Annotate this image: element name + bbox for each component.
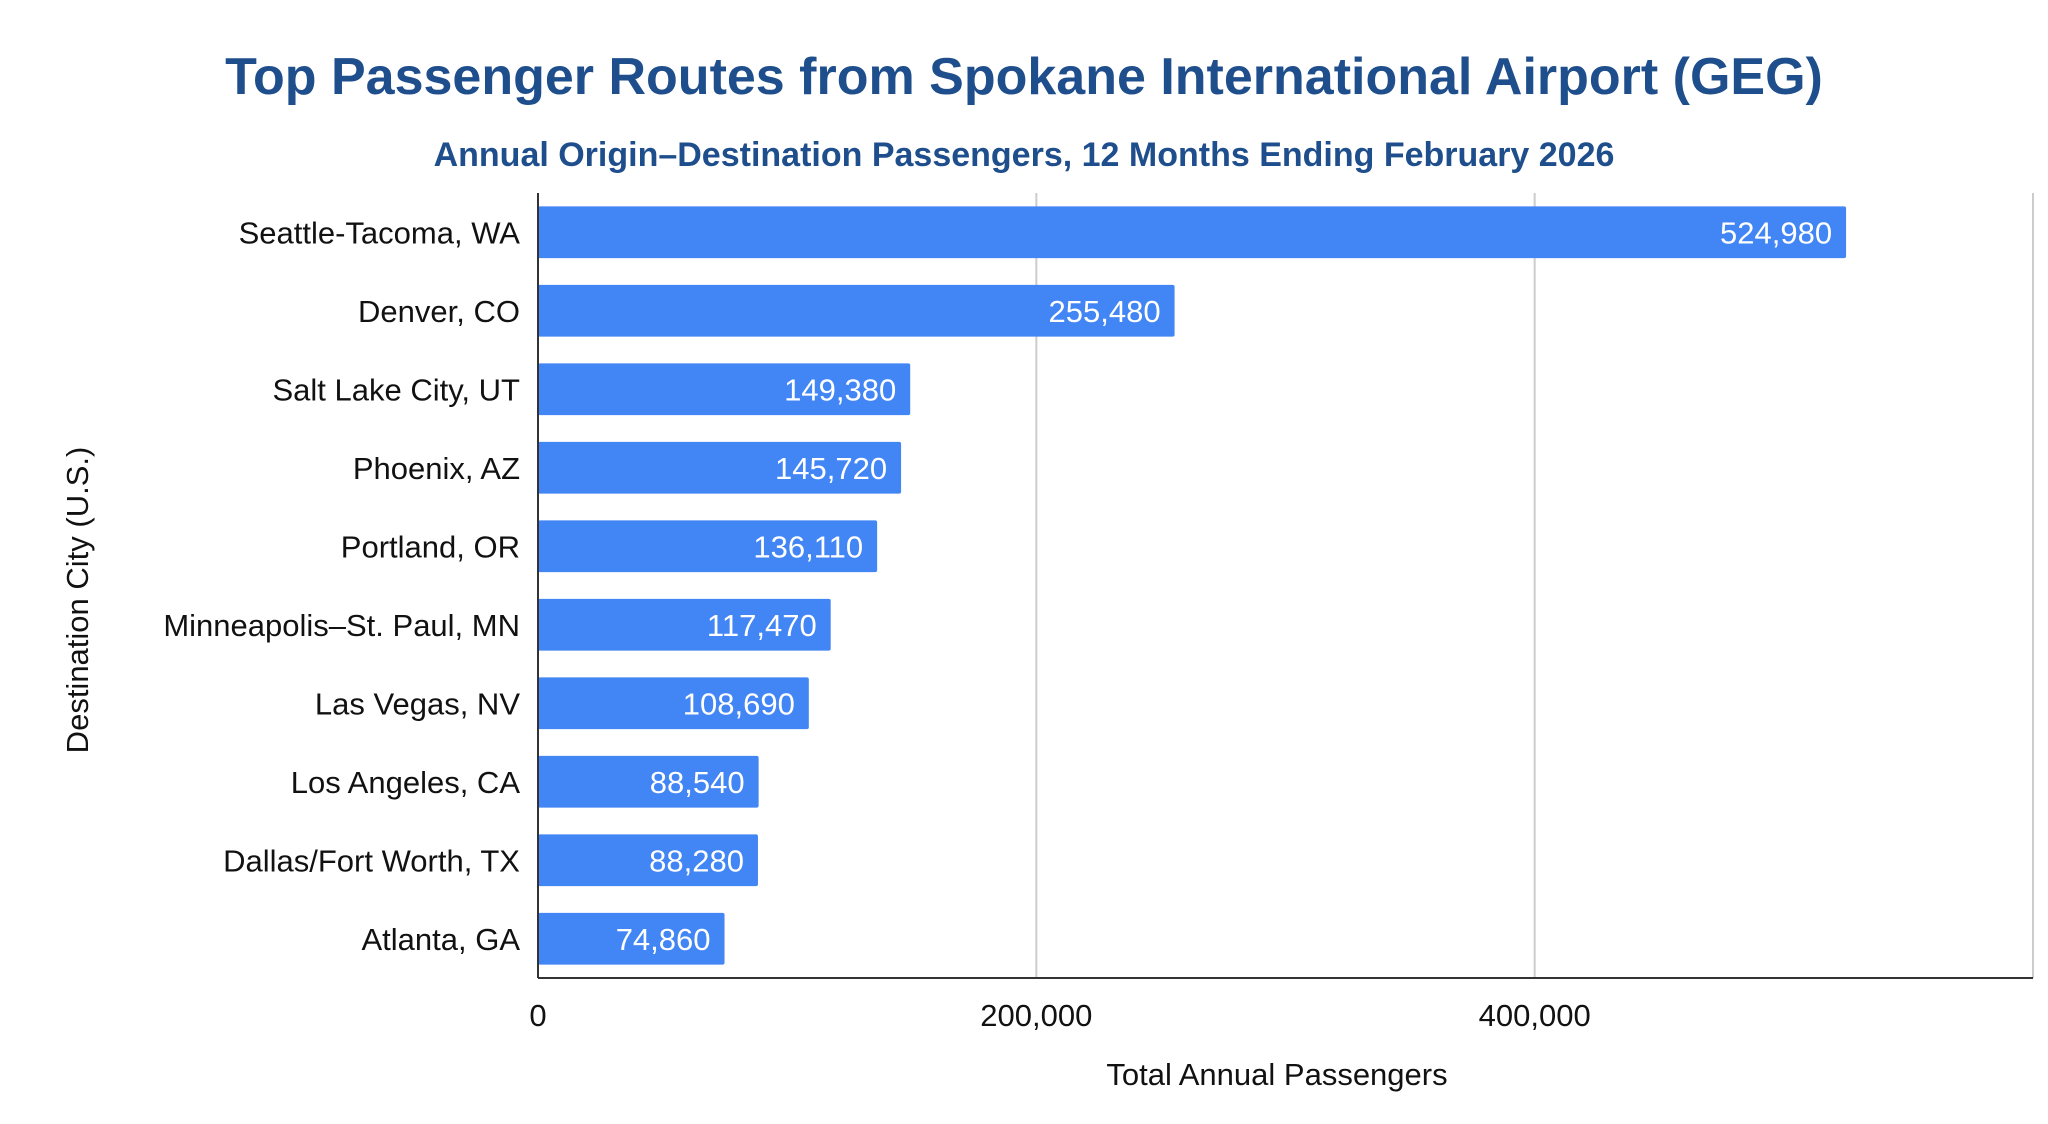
bar: [538, 834, 758, 887]
data-label: 117,470: [707, 608, 817, 643]
data-label: 255,480: [1049, 294, 1161, 329]
data-label: 524,980: [1720, 215, 1832, 250]
category-label: Phoenix, AZ: [353, 451, 520, 486]
category-label: Portland, OR: [341, 529, 520, 564]
bars: [538, 206, 1847, 965]
data-label: 145,720: [775, 451, 887, 486]
data-label: 136,110: [753, 529, 863, 564]
data-label: 149,380: [784, 372, 896, 407]
labels: 524,980 Seattle-Tacoma, WA 255,480 Denver, …: [163, 215, 1832, 1033]
category-label: Dallas/Fort Worth, TX: [223, 843, 520, 878]
x-tick-label: 200,000: [980, 998, 1092, 1033]
bar: [538, 284, 1175, 337]
x-tick-label: 400,000: [1479, 998, 1591, 1033]
bar: [538, 755, 759, 808]
bar: [538, 206, 1847, 259]
x-axis-title: Total Annual Passengers: [1106, 1057, 1447, 1092]
bar: [538, 520, 878, 573]
chart-subtitle: Annual Origin–Destination Passengers, 12…: [434, 136, 1615, 174]
category-label: Los Angeles, CA: [291, 765, 521, 800]
category-label: Denver, CO: [358, 294, 520, 329]
bar: [538, 598, 831, 651]
bar: [538, 912, 725, 965]
category-label: Las Vegas, NV: [315, 686, 520, 721]
y-axis-title: Destination City (U.S.): [60, 447, 95, 754]
bar: [538, 677, 809, 730]
data-label: 108,690: [683, 686, 795, 721]
category-label: Seattle-Tacoma, WA: [239, 215, 521, 250]
bar: [538, 441, 902, 494]
category-label: Atlanta, GA: [361, 922, 520, 957]
gridlines: [1035, 193, 2034, 978]
data-label: 74,860: [616, 922, 711, 957]
category-label: Salt Lake City, UT: [272, 372, 520, 407]
data-label: 88,540: [650, 765, 745, 800]
x-tick-label: 0: [529, 998, 546, 1033]
axes: [537, 193, 2033, 979]
chart-title: Top Passenger Routes from Spokane Intern…: [225, 48, 1823, 106]
bar: [538, 363, 911, 416]
data-label: 88,280: [649, 843, 744, 878]
category-label: Minneapolis–St. Paul, MN: [163, 608, 520, 643]
